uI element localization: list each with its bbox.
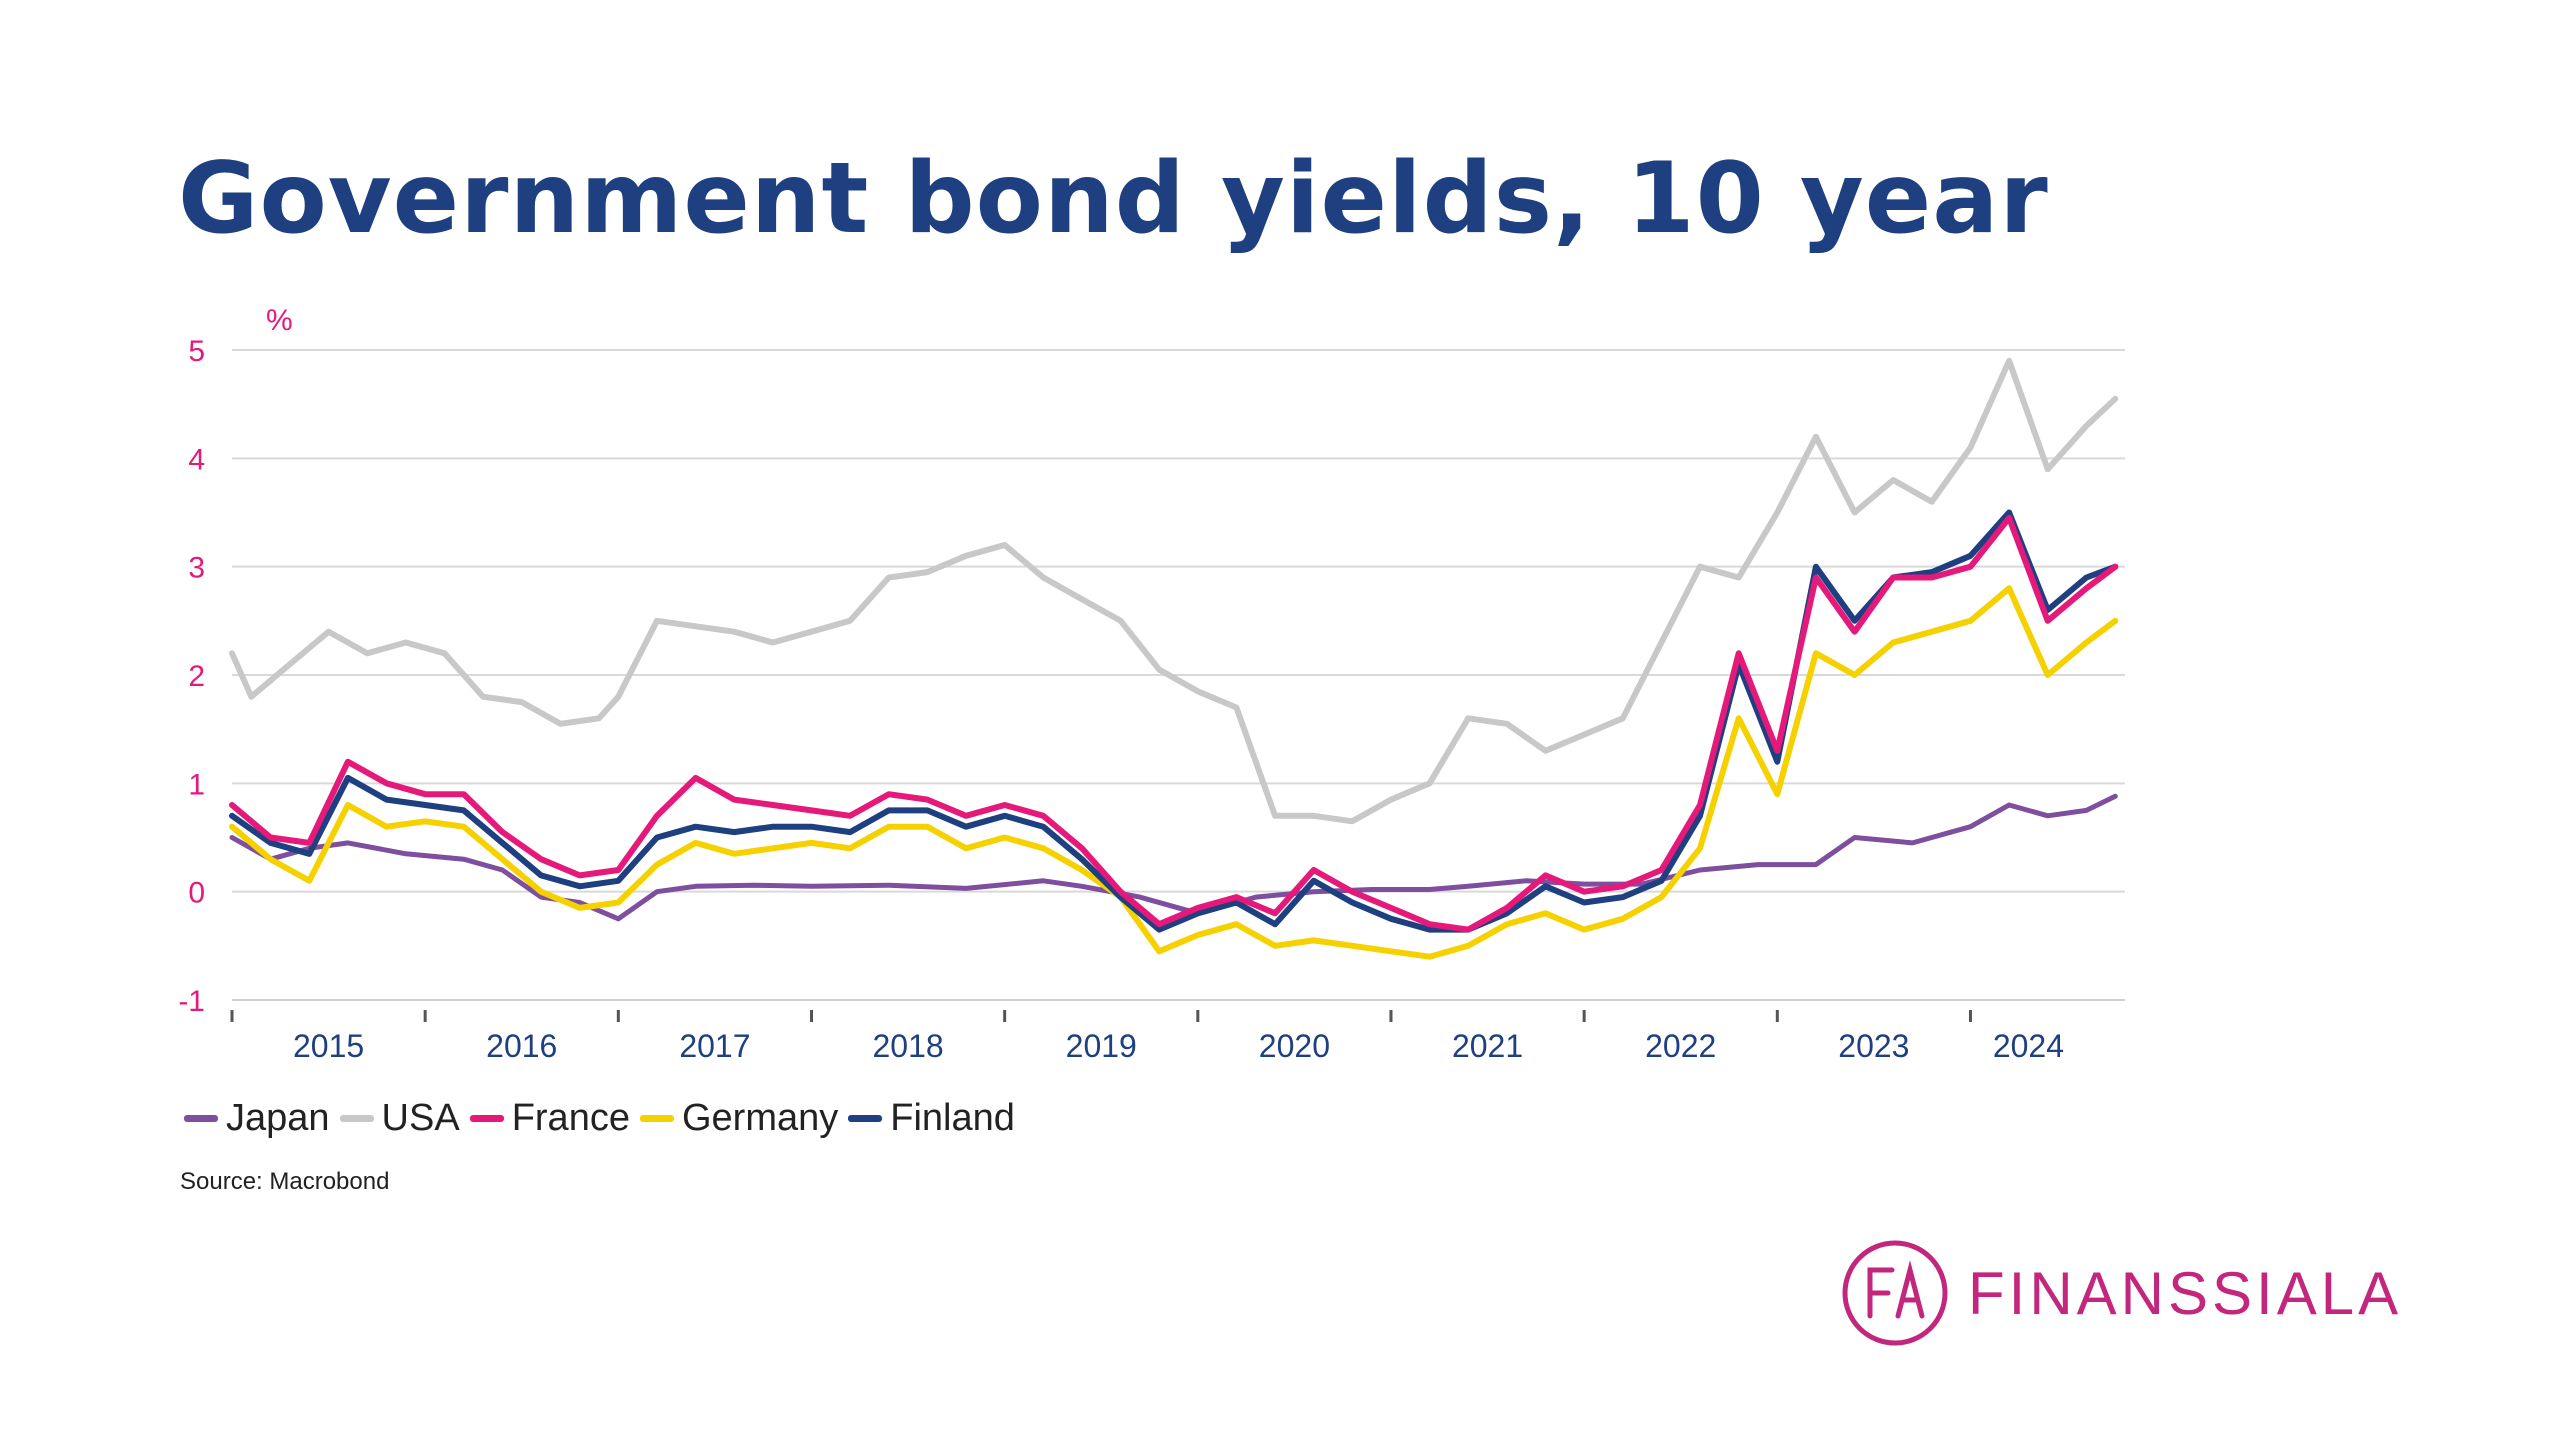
legend-swatch (184, 1115, 218, 1122)
legend-swatch (848, 1115, 883, 1122)
finanssiala-logo: FINANSSIALA (1840, 1238, 2402, 1348)
x-tick-label: 2018 (872, 1028, 943, 1064)
legend-label: France (511, 1097, 630, 1139)
legend-label: Germany (681, 1097, 839, 1139)
x-tick-label: 2015 (293, 1028, 364, 1064)
fa-logo-icon (1842, 1240, 1948, 1346)
series-line-japan (229, 793, 2118, 922)
legend-item-japan: Japan (184, 1097, 330, 1140)
y-tick-label: -1 (178, 985, 205, 1018)
x-tick-label: 2022 (1645, 1028, 1716, 1064)
legend-label: Finland (890, 1097, 1015, 1139)
legend-swatch (469, 1115, 504, 1122)
y-axis-ticks: -1 0 1 2 3 4 5 (178, 335, 205, 1018)
y-tick-label: 1 (188, 768, 205, 801)
series-line-usa (229, 357, 2119, 825)
y-axis-unit-label: % (266, 304, 293, 337)
chart-grid (232, 349, 2125, 1001)
y-tick-label: 0 (188, 877, 205, 910)
x-tick-label: 2023 (1838, 1028, 1909, 1064)
x-axis: 2015 2016 2017 2018 2019 2020 2021 2022 2023 2024 (230, 999, 2125, 1064)
legend-item-finland: Finland (848, 1097, 1015, 1140)
legend-item-germany: Germany (639, 1097, 839, 1140)
x-tick-label: 2016 (486, 1028, 557, 1064)
legend-item-usa: USA (339, 1097, 460, 1140)
chart-series (229, 357, 2119, 960)
chart-legend: Japan USA France Germany Finland (184, 1097, 1025, 1140)
logo-wordmark: FINANSSIALA (1968, 1259, 2403, 1327)
y-tick-label: 3 (188, 552, 205, 585)
x-tick-label: 2024 (1993, 1028, 2064, 1064)
legend-swatch (339, 1115, 374, 1122)
source-note: Source: Macrobond (180, 1168, 390, 1195)
page-title: Government bond yields, 10 year (178, 142, 2049, 256)
legend-label: USA (381, 1097, 460, 1139)
y-tick-label: 5 (188, 335, 205, 368)
series-line-germany (229, 585, 2119, 960)
legend-label: Japan (226, 1097, 330, 1139)
series-line-france (229, 514, 2119, 933)
x-tick-label: 2019 (1066, 1028, 1137, 1064)
x-tick-label: 2021 (1452, 1028, 1523, 1064)
legend-swatch (639, 1115, 674, 1122)
legend-item-france: France (469, 1097, 630, 1140)
x-tick-label: 2020 (1259, 1028, 1330, 1064)
x-tick-label: 2017 (679, 1028, 750, 1064)
y-tick-label: 4 (188, 443, 205, 476)
y-tick-label: 2 (188, 660, 205, 693)
